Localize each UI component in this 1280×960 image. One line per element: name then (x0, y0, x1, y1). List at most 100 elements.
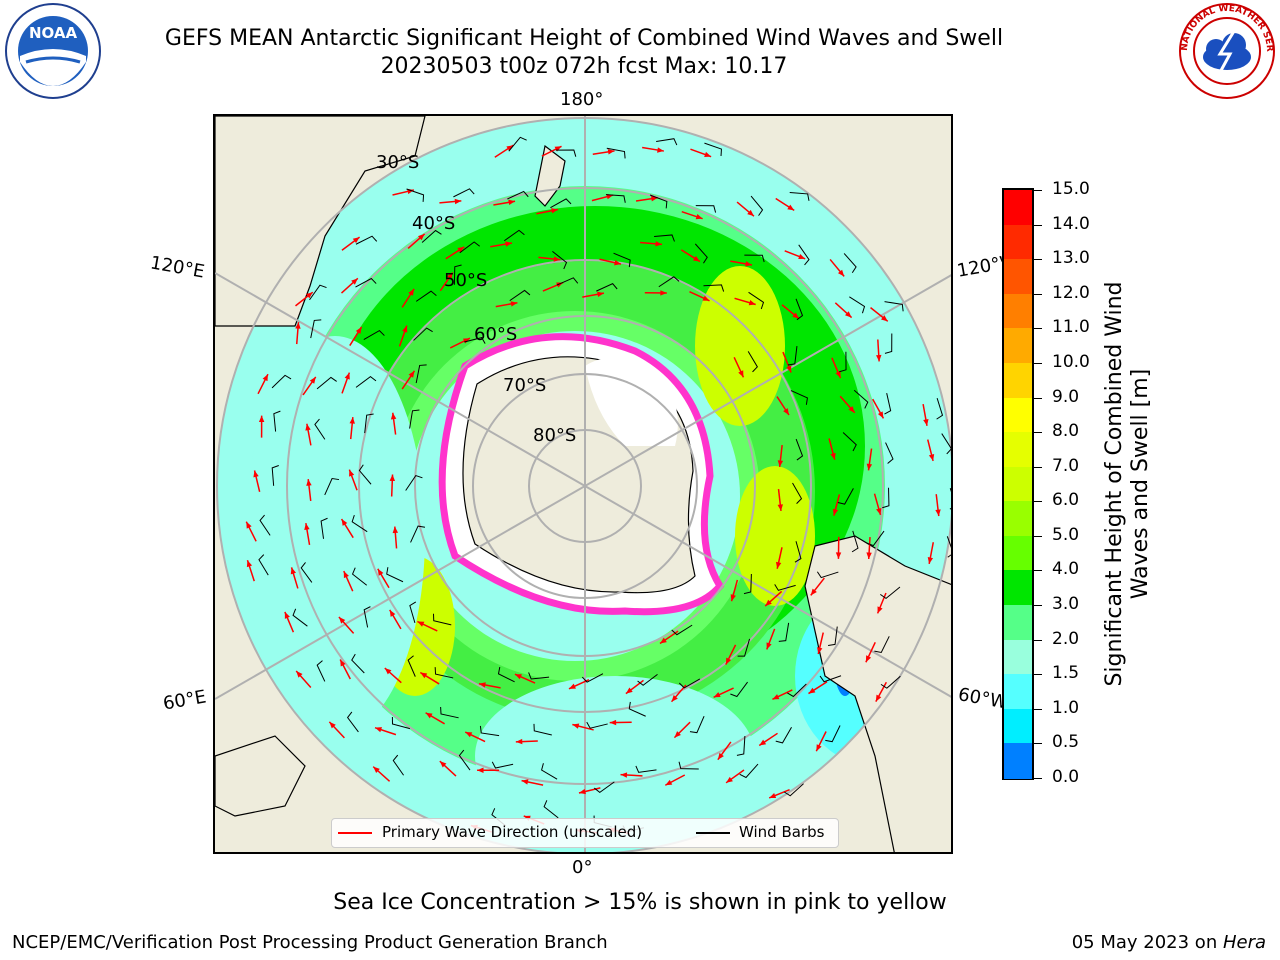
wind-barb (533, 723, 552, 736)
colorbar-tick-mark (1034, 259, 1042, 261)
wind-barb (837, 488, 854, 505)
colorbar-segment (1004, 293, 1032, 330)
wind-barb (775, 727, 792, 744)
colorbar-tick-label: 11.0 (1052, 317, 1090, 338)
chart-title: GEFS MEAN Antarctic Significant Height o… (164, 26, 1004, 51)
wave-arrow-head (465, 732, 473, 738)
colorbar-tick-label: 10.0 (1052, 351, 1090, 372)
wind-barb (541, 763, 558, 780)
wind-barb (787, 683, 807, 698)
wind-barb (884, 301, 904, 312)
colorbar-tick-label: 14.0 (1052, 213, 1090, 234)
wind-barb (528, 672, 550, 680)
wave-arrow-head (876, 354, 882, 362)
colorbar-segment (1004, 259, 1032, 295)
colorbar-segment (1004, 535, 1032, 572)
wave-arrow-head (305, 292, 313, 299)
colorbar-segment (1004, 639, 1032, 676)
wind-barb (552, 250, 568, 270)
wind-barb (320, 517, 328, 539)
wind-barb (555, 149, 577, 157)
colorbar-tick-mark (1034, 778, 1042, 779)
wave-arrow-head (515, 738, 523, 745)
wind-barb (464, 337, 486, 344)
wind-barb (794, 541, 802, 563)
colorbar-tick-mark (1034, 708, 1042, 710)
wind-barb (405, 474, 423, 491)
wave-arrow-head (375, 727, 383, 733)
wind-barb (842, 432, 857, 452)
wave-arrow-head (659, 637, 667, 644)
wave-arrow-head (772, 694, 780, 700)
wave-arrow-head (554, 146, 562, 152)
lat-label-50s: 50°S (444, 270, 488, 291)
lon-label-180: 180° (560, 89, 604, 110)
wave-arrow-head (553, 256, 561, 262)
colorbar-tick-label: 7.0 (1052, 455, 1080, 476)
wave-arrow-head (309, 376, 316, 384)
wind-barb (819, 675, 842, 683)
wind-barb (497, 666, 515, 683)
wind-barb (409, 601, 417, 624)
wind-barb (654, 234, 675, 242)
colorbar-segment (1004, 190, 1032, 226)
wave-arrow-head (877, 411, 884, 419)
wind-barb (853, 389, 869, 409)
wind-barb (271, 465, 279, 486)
wave-arrow-head (927, 557, 934, 564)
wind-barb (363, 606, 371, 628)
colorbar-segment (1004, 432, 1032, 468)
wind-barb (316, 660, 326, 682)
wave-arrow-head (674, 731, 681, 738)
wind-barb (936, 398, 944, 420)
wave-arrow-head (704, 151, 712, 158)
wave-arrow-head (296, 670, 303, 678)
colorbar-segment (1004, 397, 1032, 434)
wind-barb (703, 284, 725, 292)
lon-label-120w: 120°W (955, 253, 1005, 282)
lon-label-60e: 60°E (161, 686, 208, 715)
wave-arrow-head (329, 721, 336, 729)
wave-arrow-head (417, 233, 425, 241)
wave-arrow-head (340, 659, 346, 667)
wind-barb (415, 290, 437, 302)
colorbar-segment (1004, 466, 1032, 503)
wave-arrow-head (923, 418, 929, 426)
wind-barb (351, 567, 368, 586)
wave-arrow-head (446, 272, 453, 280)
wind-barb (292, 608, 308, 627)
wind-barb (556, 277, 579, 286)
wave-arrow-head (875, 694, 882, 702)
wave-arrow-head (355, 326, 362, 334)
wind-barb (884, 393, 892, 415)
wind-barb (784, 783, 804, 797)
footer-credit: NCEP/EMC/Verification Post Processing Pr… (12, 932, 608, 953)
wave-arrow-head (505, 241, 512, 247)
colorbar-tick-label: 1.5 (1052, 663, 1080, 684)
sea-ice-note: Sea Ice Concentration > 15% is shown in … (333, 890, 947, 915)
wave-arrow-head (284, 611, 290, 619)
wind-barb (825, 725, 841, 743)
wave-arrow-head (389, 609, 396, 617)
wind-barb (637, 673, 658, 686)
wind-barb (300, 562, 313, 583)
wave-arrow-head (246, 521, 252, 529)
wind-barb (391, 717, 411, 730)
colorbar-segment (1004, 743, 1032, 779)
wind-barb (309, 284, 327, 301)
wave-arrow-head (766, 642, 772, 650)
wind-barb (649, 194, 668, 209)
colorbar-tick-mark (1034, 362, 1042, 364)
wind-barb (798, 244, 810, 266)
wind-barb (386, 567, 404, 583)
wave-arrow-head (609, 719, 617, 726)
wave-arrow-head (845, 311, 852, 318)
wind-barb (747, 351, 758, 373)
wind-barb (355, 277, 377, 288)
wind-barb (351, 514, 368, 533)
colorbar-tick-label: 5.0 (1052, 524, 1080, 545)
wave-arrow-head (478, 682, 486, 688)
wind-barb (795, 298, 804, 321)
wind-barb (694, 243, 708, 264)
wave-arrow-head (246, 560, 253, 568)
